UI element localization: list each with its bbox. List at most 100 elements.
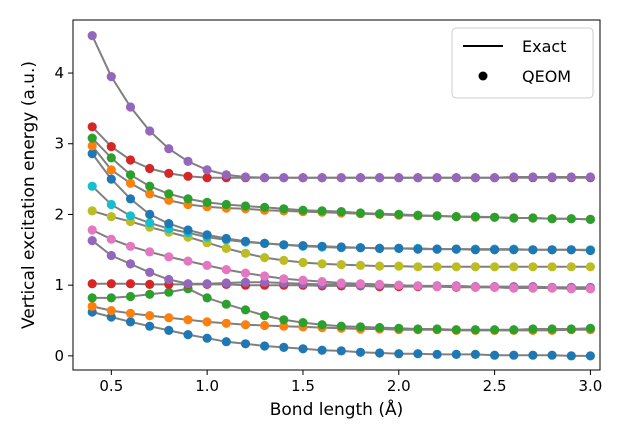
qeom-point-state-6 [432,282,442,292]
qeom-point-state-13 [547,172,557,182]
qeom-point-state-9 [585,245,596,256]
qeom-point-state-11 [432,211,442,221]
qeom-point-state-1 [470,349,480,359]
qeom-point-state-1 [413,349,423,359]
qeom-point-state-12 [202,173,212,183]
qeom-point-state-5 [202,279,212,289]
qeom-point-state-5 [221,278,231,288]
qeom-point-state-6 [260,271,270,281]
qeom-point-state-7 [221,243,231,253]
qeom-point-state-1 [375,348,385,358]
qeom-point-state-3 [298,318,308,328]
qeom-point-state-5 [87,236,97,246]
x-tick-label: 3.0 [578,377,602,395]
qeom-point-state-1 [451,349,461,359]
plot-frame [72,19,601,371]
qeom-point-state-9 [279,240,289,250]
qeom-point-state-6 [509,283,519,293]
qeom-point-state-2 [240,320,251,330]
qeom-point-state-6 [490,282,500,292]
qeom-point-state-1 [125,317,136,327]
qeom-point-state-13 [221,170,231,180]
qeom-point-state-1 [145,321,155,331]
qeom-points-layer [87,30,596,361]
qeom-point-state-9 [145,209,155,219]
qeom-point-state-13 [240,172,251,182]
x-tick-label: 0.5 [99,377,123,395]
qeom-point-state-6 [470,282,480,292]
qeom-point-state-2 [279,321,289,331]
qeom-point-state-3 [221,299,231,309]
qeom-point-state-2 [145,311,155,321]
x-axis-ticks: 0.5 1.0 1.5 2.0 2.5 3.0 [99,370,602,395]
qeom-point-state-6 [221,265,231,275]
qeom-point-state-13 [298,173,308,183]
qeom-point-state-9 [375,243,385,253]
qeom-point-state-7 [566,262,576,272]
qeom-point-state-5 [164,274,174,285]
y-tick-label: 4 [54,64,64,82]
qeom-point-state-11 [183,194,193,204]
qeom-point-state-8 [106,199,116,210]
qeom-point-state-2 [183,315,193,325]
qeom-point-state-7 [260,253,270,263]
qeom-point-state-6 [298,275,308,285]
qeom-point-state-12 [145,163,155,174]
qeom-point-state-13 [566,172,576,182]
qeom-point-state-11 [394,209,404,219]
qeom-point-state-13 [490,173,500,183]
qeom-point-state-4 [87,279,97,289]
qeom-point-state-3 [432,324,442,334]
qeom-point-state-13 [164,144,174,154]
qeom-point-state-13 [432,173,442,183]
qeom-point-state-10 [106,165,116,175]
qeom-point-state-11 [221,199,231,210]
qeom-point-state-2 [202,317,212,327]
y-axis-label: Vertical excitation energy (a.u.) [19,61,39,329]
qeom-point-state-5 [125,259,136,269]
qeom-point-state-9 [106,174,116,184]
qeom-point-state-5 [145,267,155,277]
qeom-point-state-9 [183,225,193,235]
qeom-point-state-7 [298,257,308,268]
qeom-point-state-12 [87,122,97,132]
qeom-point-state-3 [470,325,480,335]
qeom-point-state-11 [260,202,270,212]
qeom-point-state-7 [87,206,97,216]
qeom-point-state-6 [317,277,327,287]
qeom-point-state-13 [125,102,136,112]
qeom-point-state-3 [585,323,596,333]
qeom-point-state-9 [355,243,366,253]
qeom-point-state-1 [336,346,346,356]
qeom-point-state-6 [106,234,116,244]
qeom-point-state-10 [125,178,136,188]
qeom-point-state-11 [413,210,423,220]
qeom-point-state-6 [87,225,97,235]
qeom-point-state-1 [240,339,251,349]
qeom-point-state-6 [547,283,557,293]
qeom-point-state-1 [355,347,366,357]
qeom-point-state-11 [585,214,596,224]
qeom-point-state-7 [355,260,366,270]
qeom-point-state-3 [106,293,116,303]
qeom-point-state-3 [145,289,155,299]
qeom-point-state-9 [87,149,97,159]
qeom-point-state-9 [470,245,480,255]
qeom-point-state-11 [279,204,289,214]
qeom-point-state-11 [509,213,519,223]
qeom-point-state-3 [490,325,500,335]
qeom-point-state-8 [87,181,97,191]
qeom-point-state-1 [585,351,596,361]
qeom-point-state-3 [202,293,212,303]
qeom-point-state-13 [279,173,289,183]
qeom-point-state-11 [317,206,327,216]
qeom-point-state-3 [260,311,270,321]
qeom-point-state-11 [240,201,251,211]
qeom-point-state-1 [317,345,327,355]
qeom-point-state-11 [202,197,212,207]
qeom-point-state-3 [279,315,289,325]
qeom-point-state-10 [145,189,155,199]
qeom-point-state-6 [125,241,136,251]
qeom-point-state-7 [490,262,500,272]
qeom-point-state-4 [106,279,116,289]
